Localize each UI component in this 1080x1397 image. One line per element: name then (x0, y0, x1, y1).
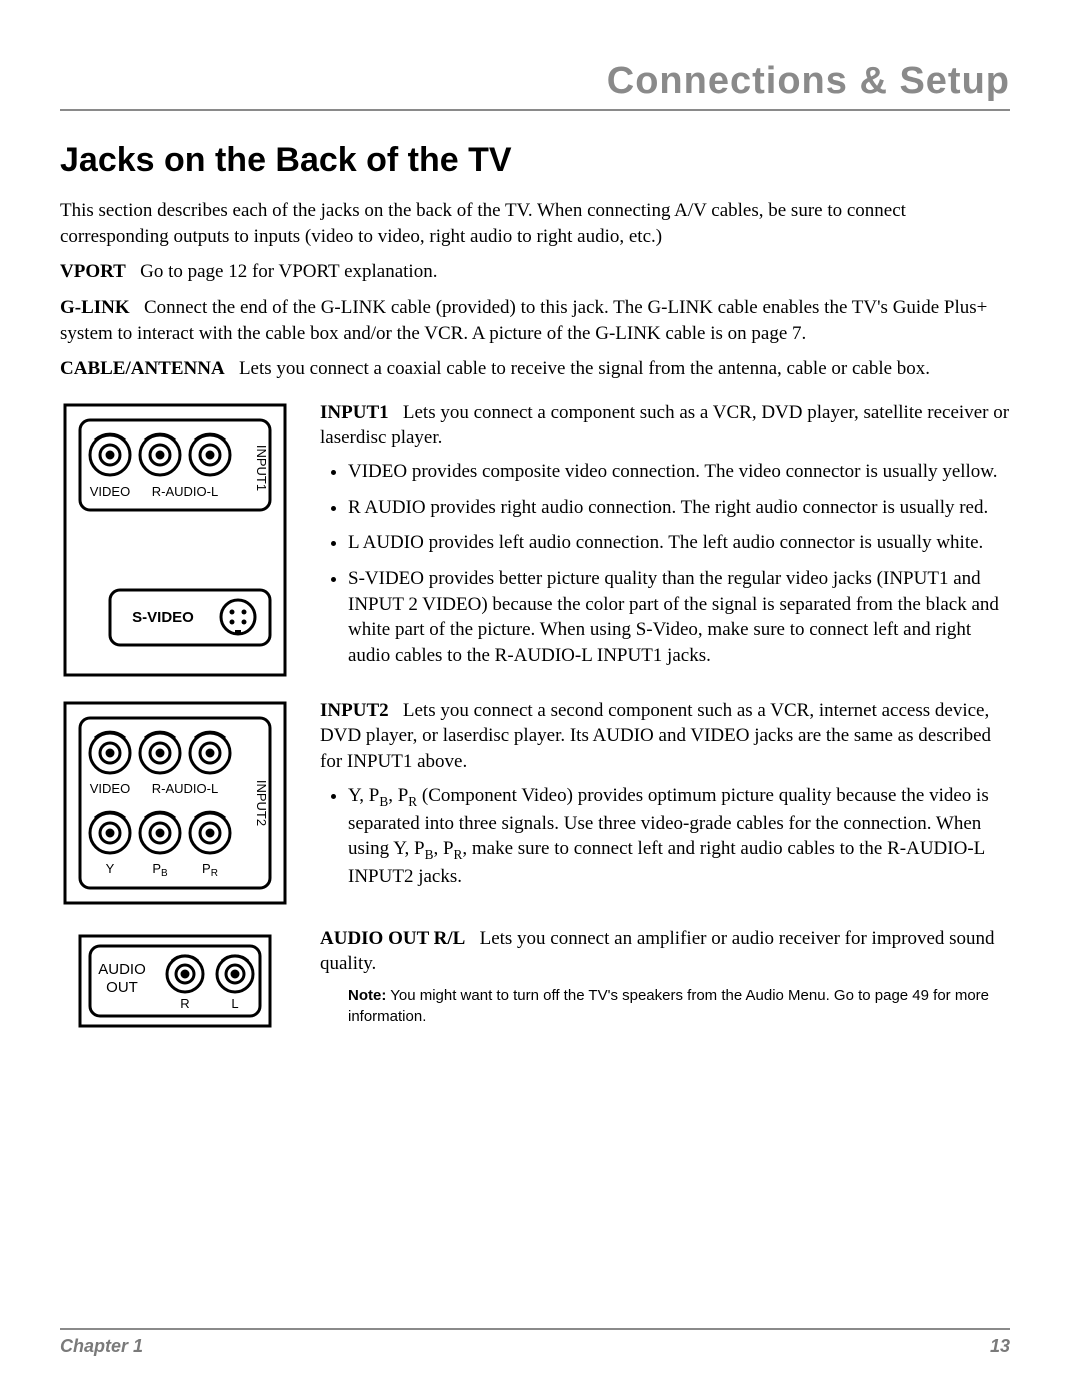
vport-definition: VPORT Go to page 12 for VPORT explanatio… (60, 259, 1010, 285)
svg-text:L: L (231, 996, 238, 1011)
audioout-row: AUDIO OUT R L AUDIO OUT R/L Lets you con… (60, 926, 1010, 1036)
input1-diagram: VIDEO R-AUDIO-L INPUT1 S-VIDEO (60, 400, 290, 680)
video-label: VIDEO (90, 484, 130, 499)
bullet-video: VIDEO provides composite video connectio… (348, 459, 1010, 485)
input2-desc: Lets you connect a second component such… (320, 700, 991, 772)
audioout-diagram: AUDIO OUT R L (60, 926, 290, 1036)
footer-chapter: Chapter 1 (60, 1336, 143, 1357)
input2-bullets: Y, PB, PR (Component Video) provides opt… (320, 783, 1010, 890)
cable-term: CABLE/ANTENNA (60, 358, 225, 379)
vport-text: Go to page 12 for VPORT explanation. (140, 261, 437, 282)
input2-text: INPUT2 Lets you connect a second compone… (320, 698, 1010, 900)
cable-text: Lets you connect a coaxial cable to rece… (239, 358, 930, 379)
svg-text:OUT: OUT (106, 979, 138, 996)
svg-text:R-AUDIO-L: R-AUDIO-L (152, 781, 218, 796)
raudiol-label: R-AUDIO-L (152, 484, 218, 499)
bullet-svideo: S-VIDEO provides better picture quality … (348, 566, 1010, 669)
audioout-term: AUDIO OUT R/L (320, 928, 465, 949)
cable-definition: CABLE/ANTENNA Lets you connect a coaxial… (60, 356, 1010, 382)
svg-text:AUDIO: AUDIO (98, 961, 146, 978)
page-title: Jacks on the Back of the TV (60, 141, 1010, 180)
svg-text:Y: Y (106, 861, 115, 876)
input1-text: INPUT1 Lets you connect a component such… (320, 400, 1010, 679)
audioout-text: AUDIO OUT R/L Lets you connect an amplif… (320, 926, 1010, 1027)
bullet-raudio: R AUDIO provides right audio connection.… (348, 495, 1010, 521)
vport-term: VPORT (60, 261, 126, 282)
audioout-note: Note: You might want to turn off the TV'… (348, 985, 1010, 1027)
intro-paragraph: This section describes each of the jacks… (60, 198, 1010, 249)
input1-term: INPUT1 (320, 402, 389, 423)
bullet-laudio: L AUDIO provides left audio connection. … (348, 530, 1010, 556)
svideo-label: S-VIDEO (132, 609, 194, 626)
svg-text:R: R (180, 996, 189, 1011)
glink-text: Connect the end of the G-LINK cable (pro… (60, 297, 987, 344)
footer-page: 13 (990, 1336, 1010, 1357)
svg-text:VIDEO: VIDEO (90, 781, 130, 796)
svg-text:PB: PB (152, 861, 168, 879)
input1-row: VIDEO R-AUDIO-L INPUT1 S-VIDEO INPUT1 Le… (60, 400, 1010, 680)
bullet-component: Y, PB, PR (Component Video) provides opt… (348, 783, 1010, 890)
page-footer: Chapter 1 13 (60, 1328, 1010, 1357)
input2-term: INPUT2 (320, 700, 389, 721)
section-header: Connections & Setup (60, 60, 1010, 111)
svg-text:INPUT2: INPUT2 (254, 780, 269, 826)
input2-diagram: VIDEO R-AUDIO-L Y PB PR INPUT2 (60, 698, 290, 908)
input1-desc: Lets you connect a component such as a V… (320, 402, 1009, 449)
input1-side-label: INPUT1 (254, 445, 269, 491)
note-text: You might want to turn off the TV's spea… (348, 987, 989, 1025)
glink-term: G-LINK (60, 297, 130, 318)
glink-definition: G-LINK Connect the end of the G-LINK cab… (60, 295, 1010, 346)
input2-row: VIDEO R-AUDIO-L Y PB PR INPUT2 INPUT2 Le… (60, 698, 1010, 908)
note-label: Note: (348, 987, 386, 1004)
input1-bullets: VIDEO provides composite video connectio… (320, 459, 1010, 668)
svg-text:PR: PR (202, 861, 218, 879)
